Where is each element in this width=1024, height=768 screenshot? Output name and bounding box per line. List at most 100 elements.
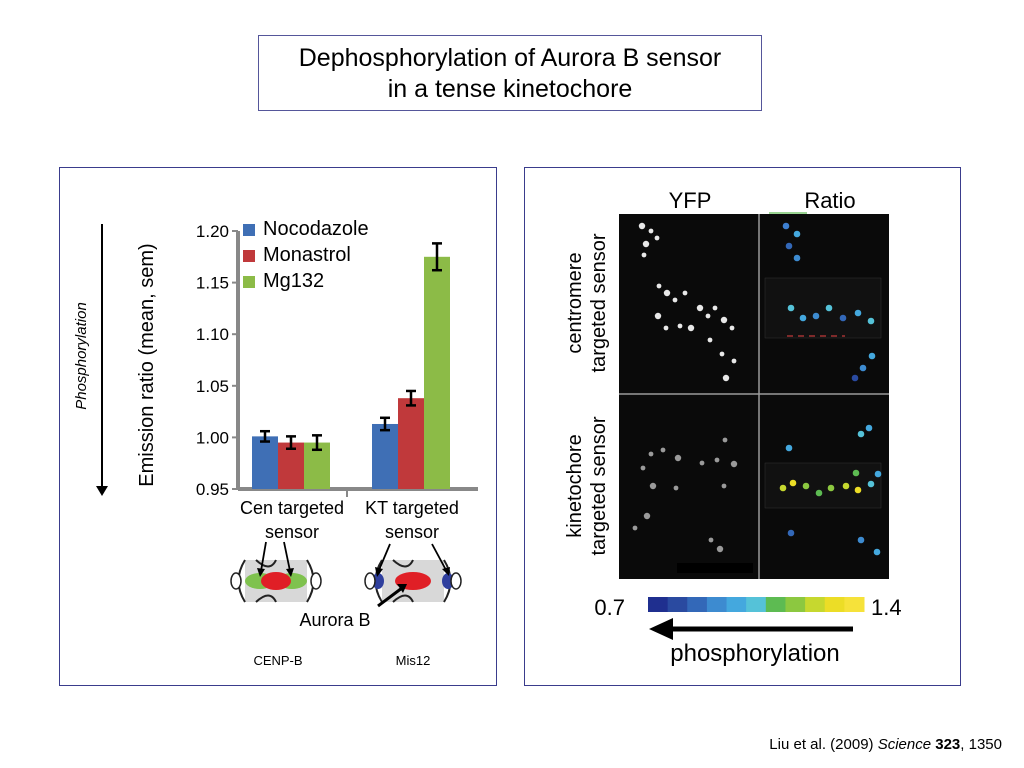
x-category-label: Cen targeted (240, 498, 344, 518)
col-ratio-label: Ratio (804, 188, 855, 213)
ratio-spot (827, 484, 835, 492)
yfp-spot (641, 252, 647, 258)
citation-page: , 1350 (960, 736, 1002, 753)
cen-sensor-diagram (230, 541, 322, 603)
scale-segment (746, 597, 767, 612)
scale-min-label: 0.7 (594, 595, 625, 620)
ratio-spot (839, 314, 847, 322)
bar (252, 436, 278, 489)
yfp-spot (654, 235, 660, 241)
mis12-label: Mis12 (396, 653, 431, 668)
ratio-spot (787, 529, 795, 537)
row-bottom-label-1: kinetochore (564, 434, 586, 537)
ratio-spot (873, 548, 881, 556)
bar (424, 256, 450, 489)
scale-segment (726, 597, 747, 612)
title-line-2: in a tense kinetochore (387, 75, 633, 103)
slide-title: Dephosphorylation of Aurora B sensor in … (258, 35, 762, 111)
citation-volume: 323 (935, 736, 961, 753)
ratio-spot (851, 374, 859, 382)
title-line-1: Dephosphorylation of Aurora B sensor (298, 44, 722, 72)
yfp-spot (708, 537, 714, 543)
ratio-spot (782, 222, 790, 230)
yfp-spot (682, 290, 688, 296)
chart-panel: Phosphorylation Emission ratio (mean, se… (59, 167, 497, 686)
scale-segment (824, 597, 845, 612)
legend-label: Mg132 (263, 270, 324, 292)
legend-swatch (243, 250, 255, 262)
yfp-spot (649, 482, 657, 490)
yfp-spot (673, 485, 679, 491)
chart-legend: Nocodazole Monastrol Mg132 (243, 218, 369, 292)
chart-svg: Phosphorylation Emission ratio (mean, se… (73, 218, 478, 668)
yfp-spot (722, 374, 730, 382)
yfp-spot (640, 465, 646, 471)
yfp-spot (731, 358, 737, 364)
legend-label: Nocodazole (263, 218, 369, 240)
yfp-spot (648, 451, 654, 457)
yfp-spot (720, 316, 728, 324)
scale-segment (648, 597, 669, 612)
yfp-spot (719, 351, 725, 357)
scale-segment (667, 597, 688, 612)
yfp-spot (663, 289, 671, 297)
ratio-spot (799, 314, 807, 322)
ratio-spot (785, 444, 793, 452)
scale-segment (765, 597, 786, 612)
ratio-spot (857, 430, 865, 438)
cenp-b-label: CENP-B (253, 653, 302, 668)
x-category-label: KT targeted (365, 498, 459, 518)
ratio-spot (868, 352, 876, 360)
scale-segment (805, 597, 826, 612)
ratio-spot (874, 470, 882, 478)
ratio-color-scale (648, 597, 865, 612)
phosphorylation-arrow-label: phosphorylation (670, 640, 839, 667)
micrograph-background (619, 214, 889, 579)
yfp-spot (696, 304, 704, 312)
ratio-spot (859, 364, 867, 372)
yfp-spot (716, 545, 724, 553)
ratio-spot (802, 482, 810, 490)
phosphorylation-side-label: Phosphorylation (73, 302, 90, 410)
citation: Liu et al. (2009) Science 323, 1350 (769, 736, 1002, 753)
legend-swatch (243, 224, 255, 236)
yfp-spot (707, 337, 713, 343)
ratio-dots (769, 212, 882, 556)
yfp-dots (632, 222, 738, 553)
y-tick-label: 1.15 (196, 274, 229, 293)
scale-segment (844, 597, 865, 612)
ratio-spot (854, 486, 862, 494)
yfp-spot (632, 525, 638, 531)
x-category-label: sensor (265, 522, 319, 542)
yfp-spot (729, 325, 735, 331)
yfp-spot (656, 283, 662, 289)
legend-swatch (243, 276, 255, 288)
bar (398, 398, 424, 489)
phosphorylation-arrow-head (649, 618, 673, 640)
ratio-spot (852, 469, 860, 477)
y-tick-label: 1.05 (196, 377, 229, 396)
ratio-spot (793, 230, 801, 238)
x-category-label: sensor (385, 522, 439, 542)
yfp-spot (730, 460, 738, 468)
row-top-label-2: targeted sensor (588, 233, 610, 372)
microscopy-svg: YFP Ratio centromere targeted sensor kin… (564, 188, 902, 667)
y-axis-label: Emission ratio (mean, sem) (136, 243, 158, 486)
scale-segment (785, 597, 806, 612)
legend-label: Monastrol (263, 244, 351, 266)
ratio-spot (785, 242, 793, 250)
ratio-spot (812, 312, 820, 320)
ratio-spot (842, 482, 850, 490)
yfp-spot (648, 228, 654, 234)
yfp-spot (674, 454, 682, 462)
y-tick-label: 1.10 (196, 325, 229, 344)
ratio-spot (787, 304, 795, 312)
yfp-spot (705, 313, 711, 319)
ratio-spot (857, 536, 865, 544)
col-yfp-label: YFP (669, 188, 712, 213)
y-tick-label: 0.95 (196, 480, 229, 499)
ratio-spot (854, 309, 862, 317)
citation-journal: Science (877, 736, 932, 753)
bar (278, 442, 304, 489)
yfp-spot (638, 222, 646, 230)
